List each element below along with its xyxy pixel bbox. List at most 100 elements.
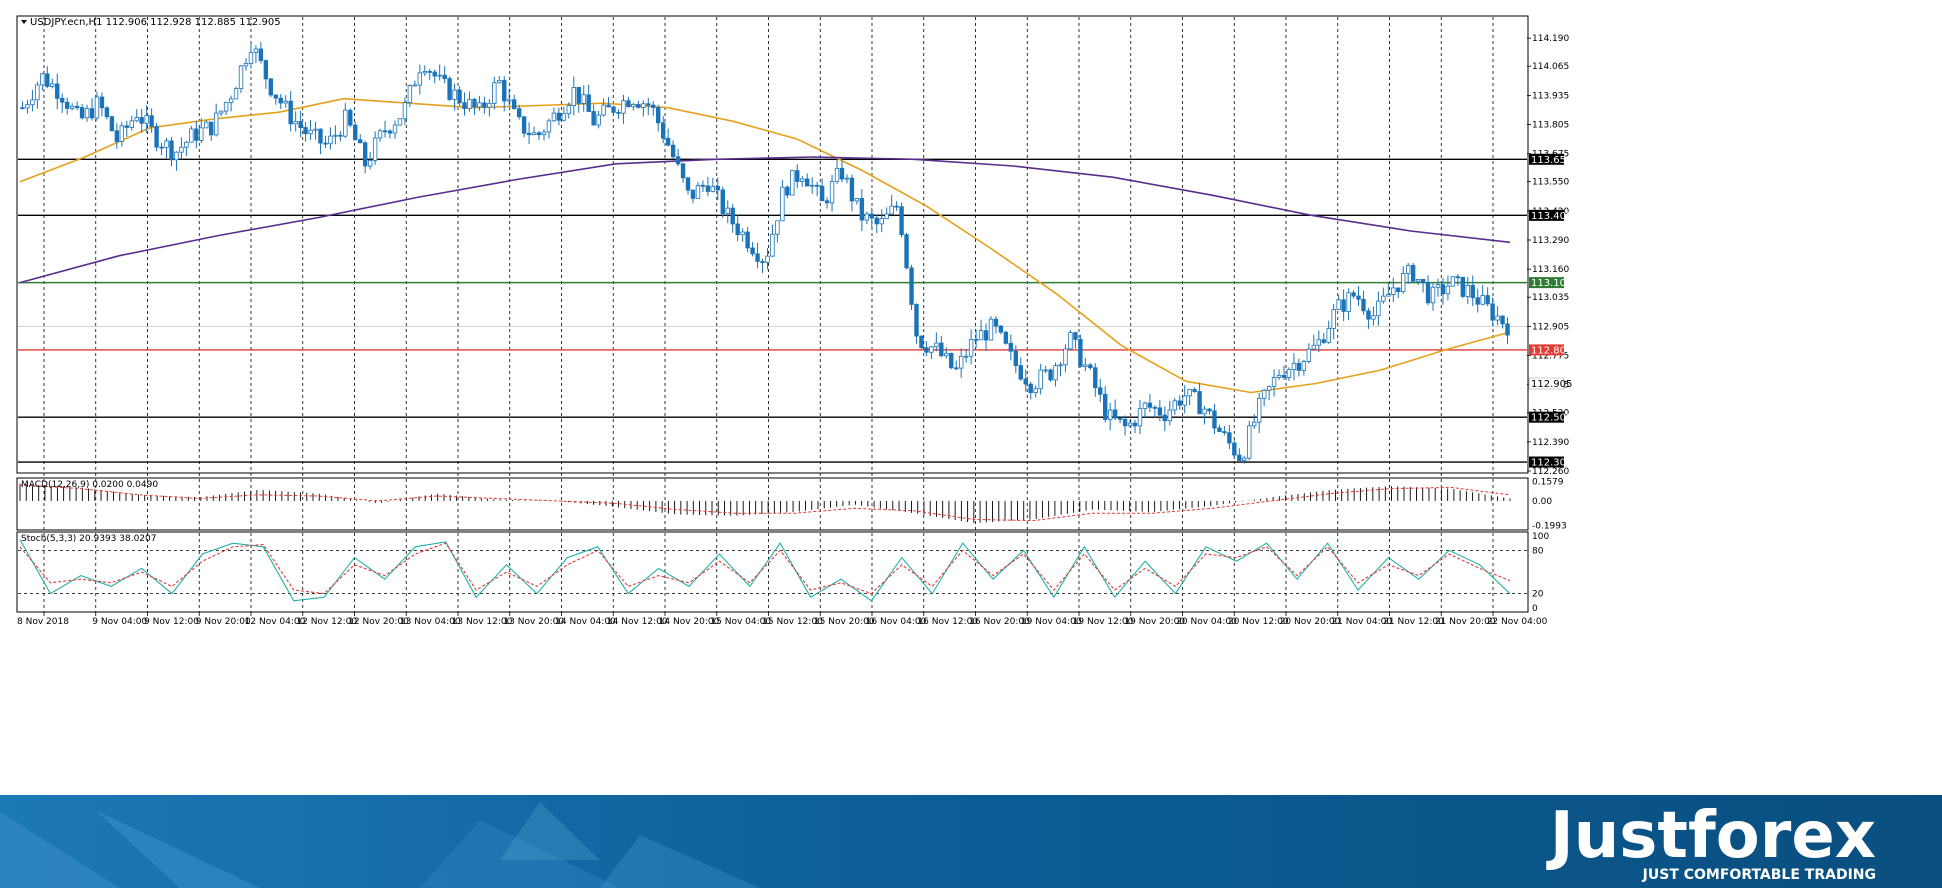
candle-body bbox=[675, 156, 681, 165]
candle-body bbox=[1336, 299, 1341, 310]
x-tick-label: 14 Nov 20:00 bbox=[659, 617, 720, 627]
candle-body bbox=[348, 109, 353, 126]
candle-body bbox=[25, 104, 30, 109]
candle-body bbox=[1013, 350, 1019, 366]
candle-body bbox=[1232, 442, 1237, 456]
candle-body bbox=[1202, 408, 1207, 415]
candle-body bbox=[1028, 383, 1033, 393]
candle-body bbox=[541, 131, 547, 136]
stoch-signal-line bbox=[19, 542, 1511, 595]
candle-body bbox=[735, 223, 740, 236]
y-tick-label: 112.905 bbox=[1532, 322, 1569, 332]
candle-body bbox=[879, 218, 884, 225]
candle-body bbox=[1172, 400, 1177, 411]
candle-body bbox=[1023, 378, 1028, 385]
x-tick-label: 22 Nov 04:00 bbox=[1487, 617, 1548, 627]
candle-body bbox=[1152, 406, 1158, 409]
candle-body bbox=[1098, 387, 1103, 395]
candle-body bbox=[695, 184, 701, 199]
candle-body bbox=[1043, 369, 1048, 372]
candle-body bbox=[576, 86, 581, 104]
moving-averages bbox=[19, 97, 1511, 394]
macd-label: MACD(12,26,9) 0.0200 0.0490 bbox=[21, 480, 158, 490]
candle-body bbox=[1391, 287, 1396, 295]
candle-body bbox=[1346, 292, 1351, 312]
candle-body bbox=[1252, 421, 1257, 427]
candle-body bbox=[1480, 295, 1485, 305]
candle-body bbox=[929, 346, 934, 353]
candle-body bbox=[1088, 364, 1093, 369]
candle-body bbox=[1177, 400, 1182, 406]
candle-body bbox=[616, 111, 621, 114]
candle-body bbox=[1415, 279, 1421, 282]
y-tick-label: 113.805 bbox=[1532, 121, 1569, 131]
candle-body bbox=[50, 83, 55, 87]
candle-body bbox=[313, 128, 318, 131]
candle-body bbox=[1197, 391, 1202, 415]
candle-body bbox=[1117, 417, 1123, 420]
banner-shape-5 bbox=[500, 802, 600, 860]
candle-body bbox=[1326, 328, 1331, 343]
candle-body bbox=[1247, 425, 1252, 459]
y-tick-label: 113.935 bbox=[1532, 91, 1569, 101]
candle-body bbox=[581, 94, 586, 104]
candle-body bbox=[993, 318, 999, 327]
candle-body bbox=[84, 108, 90, 119]
candle-body bbox=[1033, 388, 1038, 393]
x-tick-label: 14 Nov 12:00 bbox=[607, 617, 668, 627]
candle-body bbox=[1271, 377, 1277, 387]
candle-body bbox=[790, 170, 795, 196]
candle-body bbox=[1187, 389, 1192, 397]
candle-body bbox=[591, 111, 596, 126]
stoch-label: Stoch(5,3,3) 20.9393 38.0207 bbox=[21, 534, 156, 544]
candle-body bbox=[1286, 369, 1292, 378]
candle-body bbox=[1018, 365, 1023, 380]
candle-body bbox=[621, 100, 626, 114]
candle-body bbox=[40, 73, 45, 86]
candle-body bbox=[204, 121, 209, 129]
candle-body bbox=[1311, 344, 1317, 350]
candle-body bbox=[472, 98, 477, 108]
y-tick-label: 113.290 bbox=[1532, 236, 1569, 246]
candle-body bbox=[1058, 364, 1063, 367]
candle-body bbox=[372, 137, 378, 161]
candle-body bbox=[119, 125, 125, 142]
candle-body bbox=[656, 107, 661, 124]
candle-body bbox=[596, 114, 601, 126]
x-tick-label: 19 Nov 20:00 bbox=[1124, 617, 1185, 627]
candle-body bbox=[278, 97, 283, 104]
candle-body bbox=[154, 126, 159, 148]
candle-body bbox=[328, 135, 333, 145]
candle-body bbox=[30, 99, 35, 106]
dropdown-triangle-icon[interactable] bbox=[21, 20, 27, 24]
x-tick-label: 15 Nov 12:00 bbox=[762, 617, 823, 627]
candle-body bbox=[924, 347, 929, 353]
candle-body bbox=[99, 96, 105, 109]
candle-body bbox=[1401, 273, 1406, 293]
candle-body bbox=[566, 105, 572, 115]
candle-body bbox=[1227, 432, 1232, 444]
candle-body bbox=[447, 78, 452, 100]
candle-body bbox=[805, 178, 810, 187]
candle-body bbox=[1470, 284, 1475, 299]
candle-body bbox=[164, 140, 169, 148]
candle-body bbox=[129, 120, 134, 128]
y-tick-label: 112.390 bbox=[1532, 438, 1569, 448]
candle-body bbox=[521, 116, 527, 134]
x-tick-label: 12 Nov 20:00 bbox=[348, 617, 409, 627]
candle-body bbox=[69, 105, 75, 109]
candle-body bbox=[899, 206, 904, 236]
candle-body bbox=[417, 72, 423, 86]
candle-body bbox=[611, 106, 616, 113]
candle-body bbox=[1053, 365, 1058, 381]
x-tick-label: 9 Nov 12:00 bbox=[144, 617, 199, 627]
macd-signal-line bbox=[19, 484, 1511, 522]
candle-body bbox=[402, 102, 408, 120]
candle-body bbox=[124, 125, 129, 128]
candle-body bbox=[1063, 348, 1068, 366]
candle-body bbox=[849, 177, 855, 202]
candle-body bbox=[760, 261, 765, 263]
horizontal-levels: 113.650 113.400 113.100 112.800 112.500 112.3… bbox=[18, 153, 1572, 469]
candle-body bbox=[1212, 410, 1217, 429]
